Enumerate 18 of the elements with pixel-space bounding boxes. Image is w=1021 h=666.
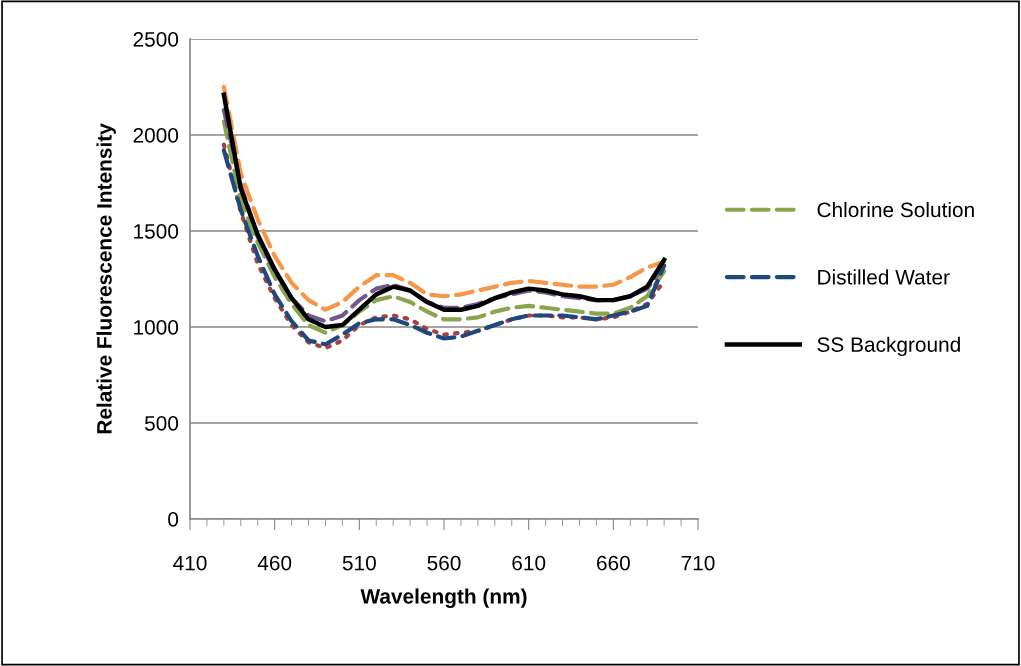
- x-tick-label: 510: [342, 555, 376, 571]
- x-tick-label: 410: [173, 555, 207, 571]
- legend-label: Chlorine Solution: [817, 201, 974, 218]
- y-tick-label: 2000: [133, 128, 179, 143]
- x-tick-label: 710: [681, 555, 715, 571]
- x-tick-label: 610: [512, 555, 546, 571]
- x-tick-label: 560: [427, 555, 461, 571]
- y-axis-title: Relative Fluorescence Intensity: [96, 123, 116, 434]
- legend-label: SS Background: [817, 336, 960, 357]
- y-tick-label: 0: [168, 512, 179, 527]
- y-tick-label: 500: [144, 416, 179, 431]
- x-axis-title: Wavelength (nm): [360, 588, 527, 608]
- y-tick-label: 2500: [133, 32, 179, 47]
- x-tick-label: 460: [257, 555, 292, 571]
- legend-label: Distilled Water: [818, 269, 950, 285]
- x-tick-label: 660: [597, 555, 630, 571]
- y-tick-label: 1500: [134, 224, 179, 239]
- y-tick-label: 1000: [134, 320, 179, 335]
